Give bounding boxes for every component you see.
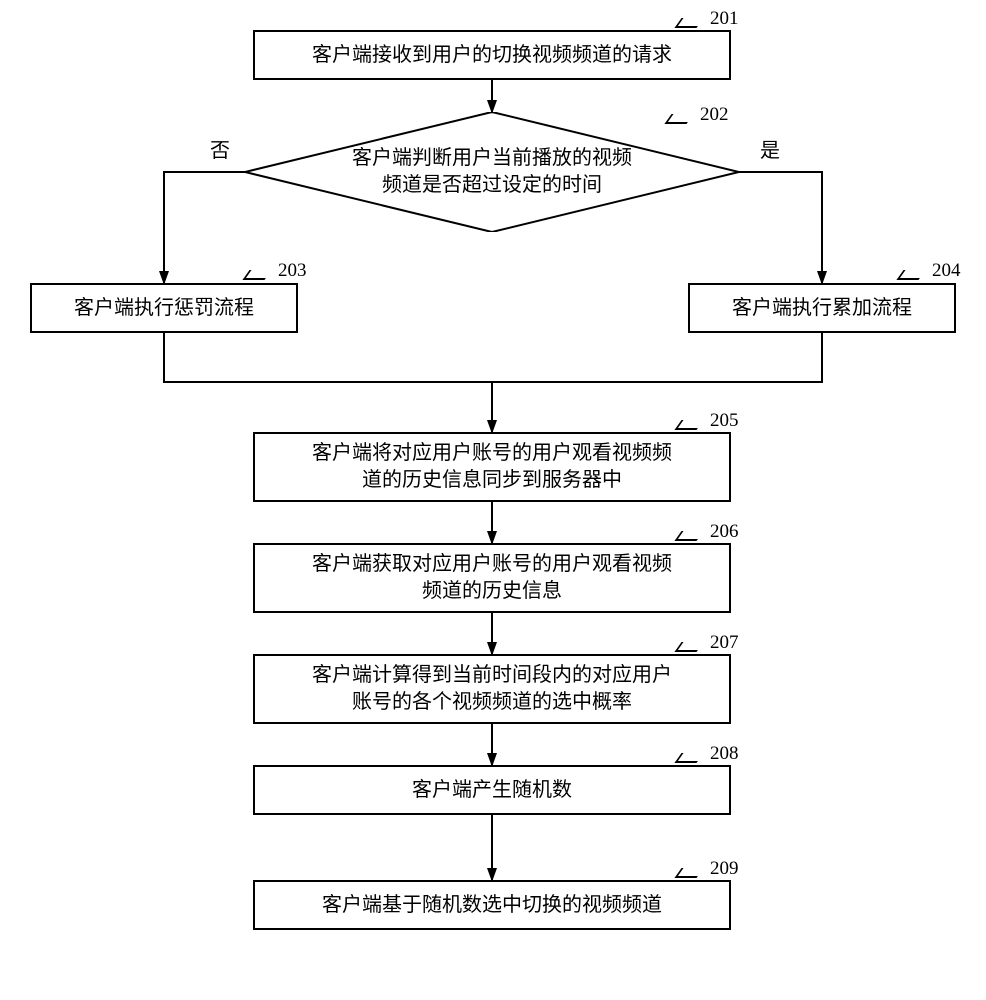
edge-e202-203	[164, 172, 245, 283]
edge-e202-204	[739, 172, 822, 283]
edges-svg	[0, 0, 986, 1000]
edge-e204-join	[492, 333, 822, 382]
edge-e203-join	[164, 333, 492, 382]
flowchart-canvas: 客户端接收到用户的切换视频频道的请求 201 客户端判断用户当前播放的视频 频道…	[0, 0, 986, 1000]
